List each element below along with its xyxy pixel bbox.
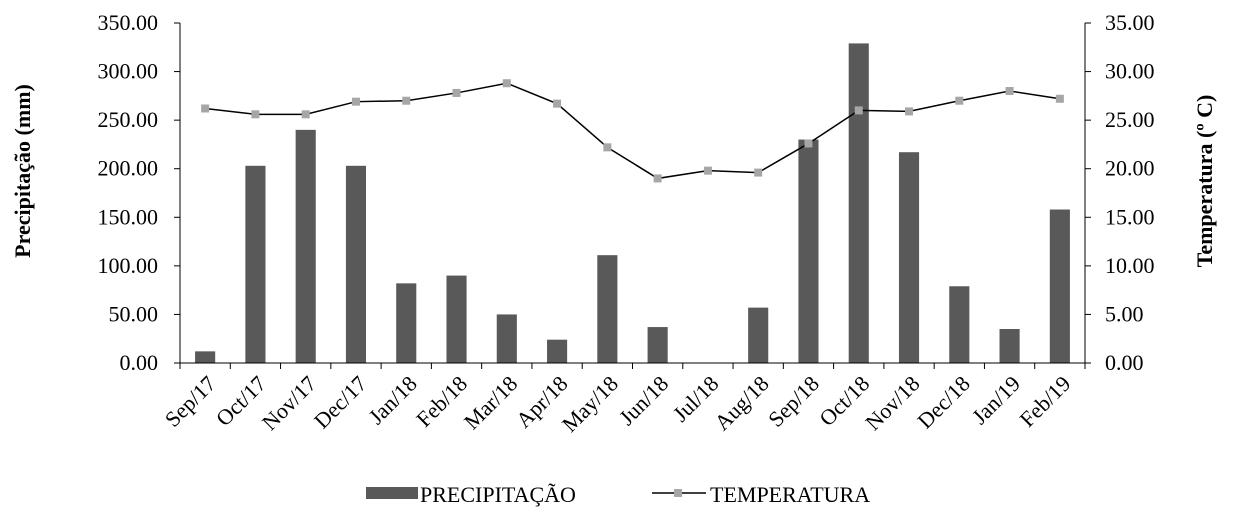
temperature-point xyxy=(301,110,310,119)
legend: PRECIPITAÇÃO TEMPERATURA xyxy=(366,482,870,507)
temperature-line xyxy=(205,82,1060,180)
y-tick-label: 50.00 xyxy=(109,301,159,326)
x-tick-label: Aug/18 xyxy=(709,371,773,435)
bar xyxy=(195,351,216,363)
temperature-point xyxy=(905,107,914,116)
y-tick-label: 350.00 xyxy=(98,10,159,35)
bar xyxy=(446,275,467,363)
bar xyxy=(1049,209,1070,363)
plot-area xyxy=(195,43,1070,364)
x-tick-label: Mar/18 xyxy=(459,371,522,434)
legend-label-precipitacao: PRECIPITAÇÃO xyxy=(420,482,576,507)
y-tick-label: 100.00 xyxy=(98,253,159,278)
bar xyxy=(496,314,517,363)
y2-tick-label: 15.00 xyxy=(1105,204,1155,229)
temperature-point xyxy=(351,97,360,106)
temperature-point xyxy=(1005,87,1014,95)
temperature-point xyxy=(553,99,562,108)
legend-swatch-precipitacao xyxy=(366,487,418,499)
temperature-point xyxy=(201,104,210,113)
temperature-point xyxy=(754,168,763,177)
y-tick-label: 300.00 xyxy=(98,59,159,84)
temperature-point xyxy=(452,88,461,97)
temperature-point xyxy=(804,139,813,148)
legend-label-temperatura: TEMPERATURA xyxy=(710,482,870,507)
y2-tick-label: 0.00 xyxy=(1105,350,1144,375)
y-tick-label: 200.00 xyxy=(98,156,159,181)
x-axis: Sep/17Oct/17Nov/17Dec/17Jan/18Feb/18Mar/… xyxy=(160,362,1086,437)
x-tick-label: Sep/18 xyxy=(763,371,824,432)
x-tick-label: Sep/17 xyxy=(160,371,221,432)
bar xyxy=(748,307,769,363)
bar xyxy=(295,129,316,363)
bar xyxy=(848,43,869,364)
bar xyxy=(999,329,1020,363)
bar xyxy=(396,283,417,363)
y2-tick-label: 5.00 xyxy=(1105,301,1144,326)
x-tick-label: Jan/19 xyxy=(967,371,1025,429)
temperature-point xyxy=(603,143,612,152)
bar xyxy=(245,165,266,363)
bar xyxy=(798,139,819,363)
y2-axis-title: Temperatura (º C) xyxy=(1192,95,1217,268)
x-tick-label: Nov/18 xyxy=(860,371,924,435)
x-tick-label: Dec/17 xyxy=(309,371,372,434)
x-tick-label: Nov/17 xyxy=(257,371,321,435)
y-tick-label: 0.00 xyxy=(120,350,159,375)
x-tick-label: Feb/19 xyxy=(1014,371,1075,432)
x-tick-label: Dec/18 xyxy=(912,371,975,434)
temperature-point xyxy=(1055,94,1064,103)
temperature-point xyxy=(703,166,712,175)
y2-tick-label: 30.00 xyxy=(1105,59,1155,84)
x-tick-label: Feb/18 xyxy=(411,371,472,432)
x-tick-label: Jan/18 xyxy=(363,371,421,429)
y-tick-label: 250.00 xyxy=(98,107,159,132)
y-tick-label: 150.00 xyxy=(98,204,159,229)
temperature-point xyxy=(502,79,511,88)
y-axis-title: Precipitação (mm) xyxy=(10,84,35,258)
right-axis: 0.00 5.00 10.00 15.00 20.00 25.00 30.00 35.00 xyxy=(1084,10,1155,375)
bar xyxy=(949,286,970,363)
bar xyxy=(647,327,668,363)
y2-tick-label: 10.00 xyxy=(1105,253,1155,278)
y2-tick-label: 25.00 xyxy=(1105,107,1155,132)
legend-marker-temperatura xyxy=(674,489,682,497)
bar xyxy=(547,339,568,363)
temperature-point xyxy=(955,96,964,105)
temperature-point xyxy=(854,106,863,115)
y2-tick-label: 35.00 xyxy=(1105,10,1155,35)
bar xyxy=(345,165,367,363)
y2-tick-label: 20.00 xyxy=(1105,156,1155,181)
bar xyxy=(898,152,920,363)
x-tick-label: Jun/18 xyxy=(614,371,673,430)
x-tick-label: May/18 xyxy=(557,371,623,437)
bar xyxy=(597,255,618,363)
temperature-point xyxy=(653,174,662,183)
temperature-point xyxy=(251,110,260,119)
temperature-point xyxy=(402,96,411,105)
left-axis: 0.00 50.00 100.00 150.00 200.00 250.00 300.00 3… xyxy=(98,10,181,375)
